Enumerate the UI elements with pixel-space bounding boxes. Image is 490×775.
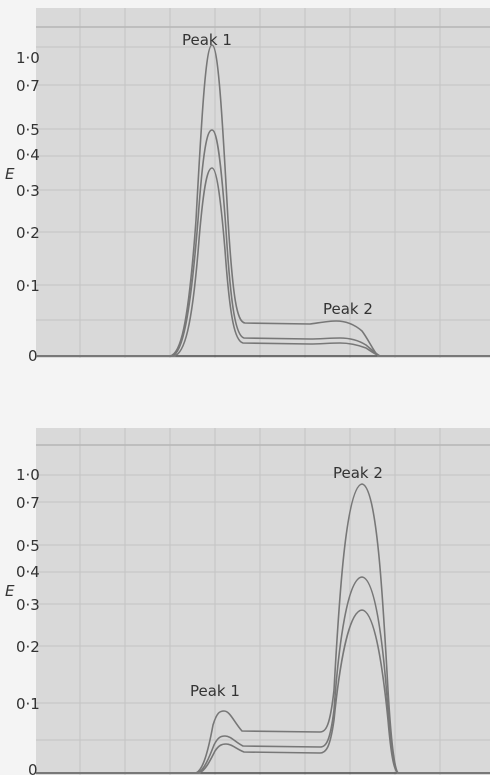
panel-bottom-traces: [36, 483, 490, 774]
peak-1-label: Peak 1: [182, 31, 232, 49]
peak-1-label: Peak 1: [190, 682, 240, 700]
panel-top-traces: [36, 44, 490, 357]
peak-2-label: Peak 2: [323, 300, 373, 318]
panel-bottom: 1·0 0·7 0·5 0·4 0·3 0·2 0·1 0 E Peak 1 P…: [5, 428, 490, 775]
absorbance-trace-mid: [36, 576, 490, 774]
y-tick-label: 1·0: [16, 49, 40, 67]
y-tick-label: 0·4: [16, 146, 40, 164]
y-tick-label: 0·7: [16, 494, 40, 512]
peak-2-label: Peak 2: [333, 464, 383, 482]
y-tick-label: 0·1: [16, 695, 40, 713]
absorbance-trace-low: [36, 167, 490, 357]
panel-bottom-grid: [36, 428, 490, 775]
panel-top-grid: [36, 8, 490, 358]
absorbance-trace-high: [36, 44, 490, 357]
y-axis-label: E: [5, 165, 15, 183]
y-tick-label: 0·5: [16, 121, 40, 139]
absorbance-trace-low: [36, 609, 490, 774]
absorbance-trace-high: [36, 483, 490, 774]
panel-top: 1·0 0·7 0·5 0·4 0·3 0·2 0·1 0 E Peak 1 P…: [5, 8, 490, 365]
y-tick-label: 0·5: [16, 537, 40, 555]
panel-top-background: [36, 8, 490, 358]
y-tick-label: 0·4: [16, 563, 40, 581]
y-axis-label: E: [5, 582, 15, 600]
y-tick-label: 0·7: [16, 77, 40, 95]
absorbance-trace-mid: [36, 129, 490, 357]
y-tick-label: 0·3: [16, 182, 40, 200]
y-tick-label: 1·0: [16, 466, 40, 484]
y-tick-label: 0·3: [16, 596, 40, 614]
y-tick-label: 0: [28, 761, 38, 775]
panel-bottom-background: [36, 428, 490, 775]
y-tick-label: 0: [28, 347, 38, 365]
y-tick-label: 0·2: [16, 638, 40, 656]
y-tick-label: 0·2: [16, 224, 40, 242]
y-tick-label: 0·1: [16, 277, 40, 295]
